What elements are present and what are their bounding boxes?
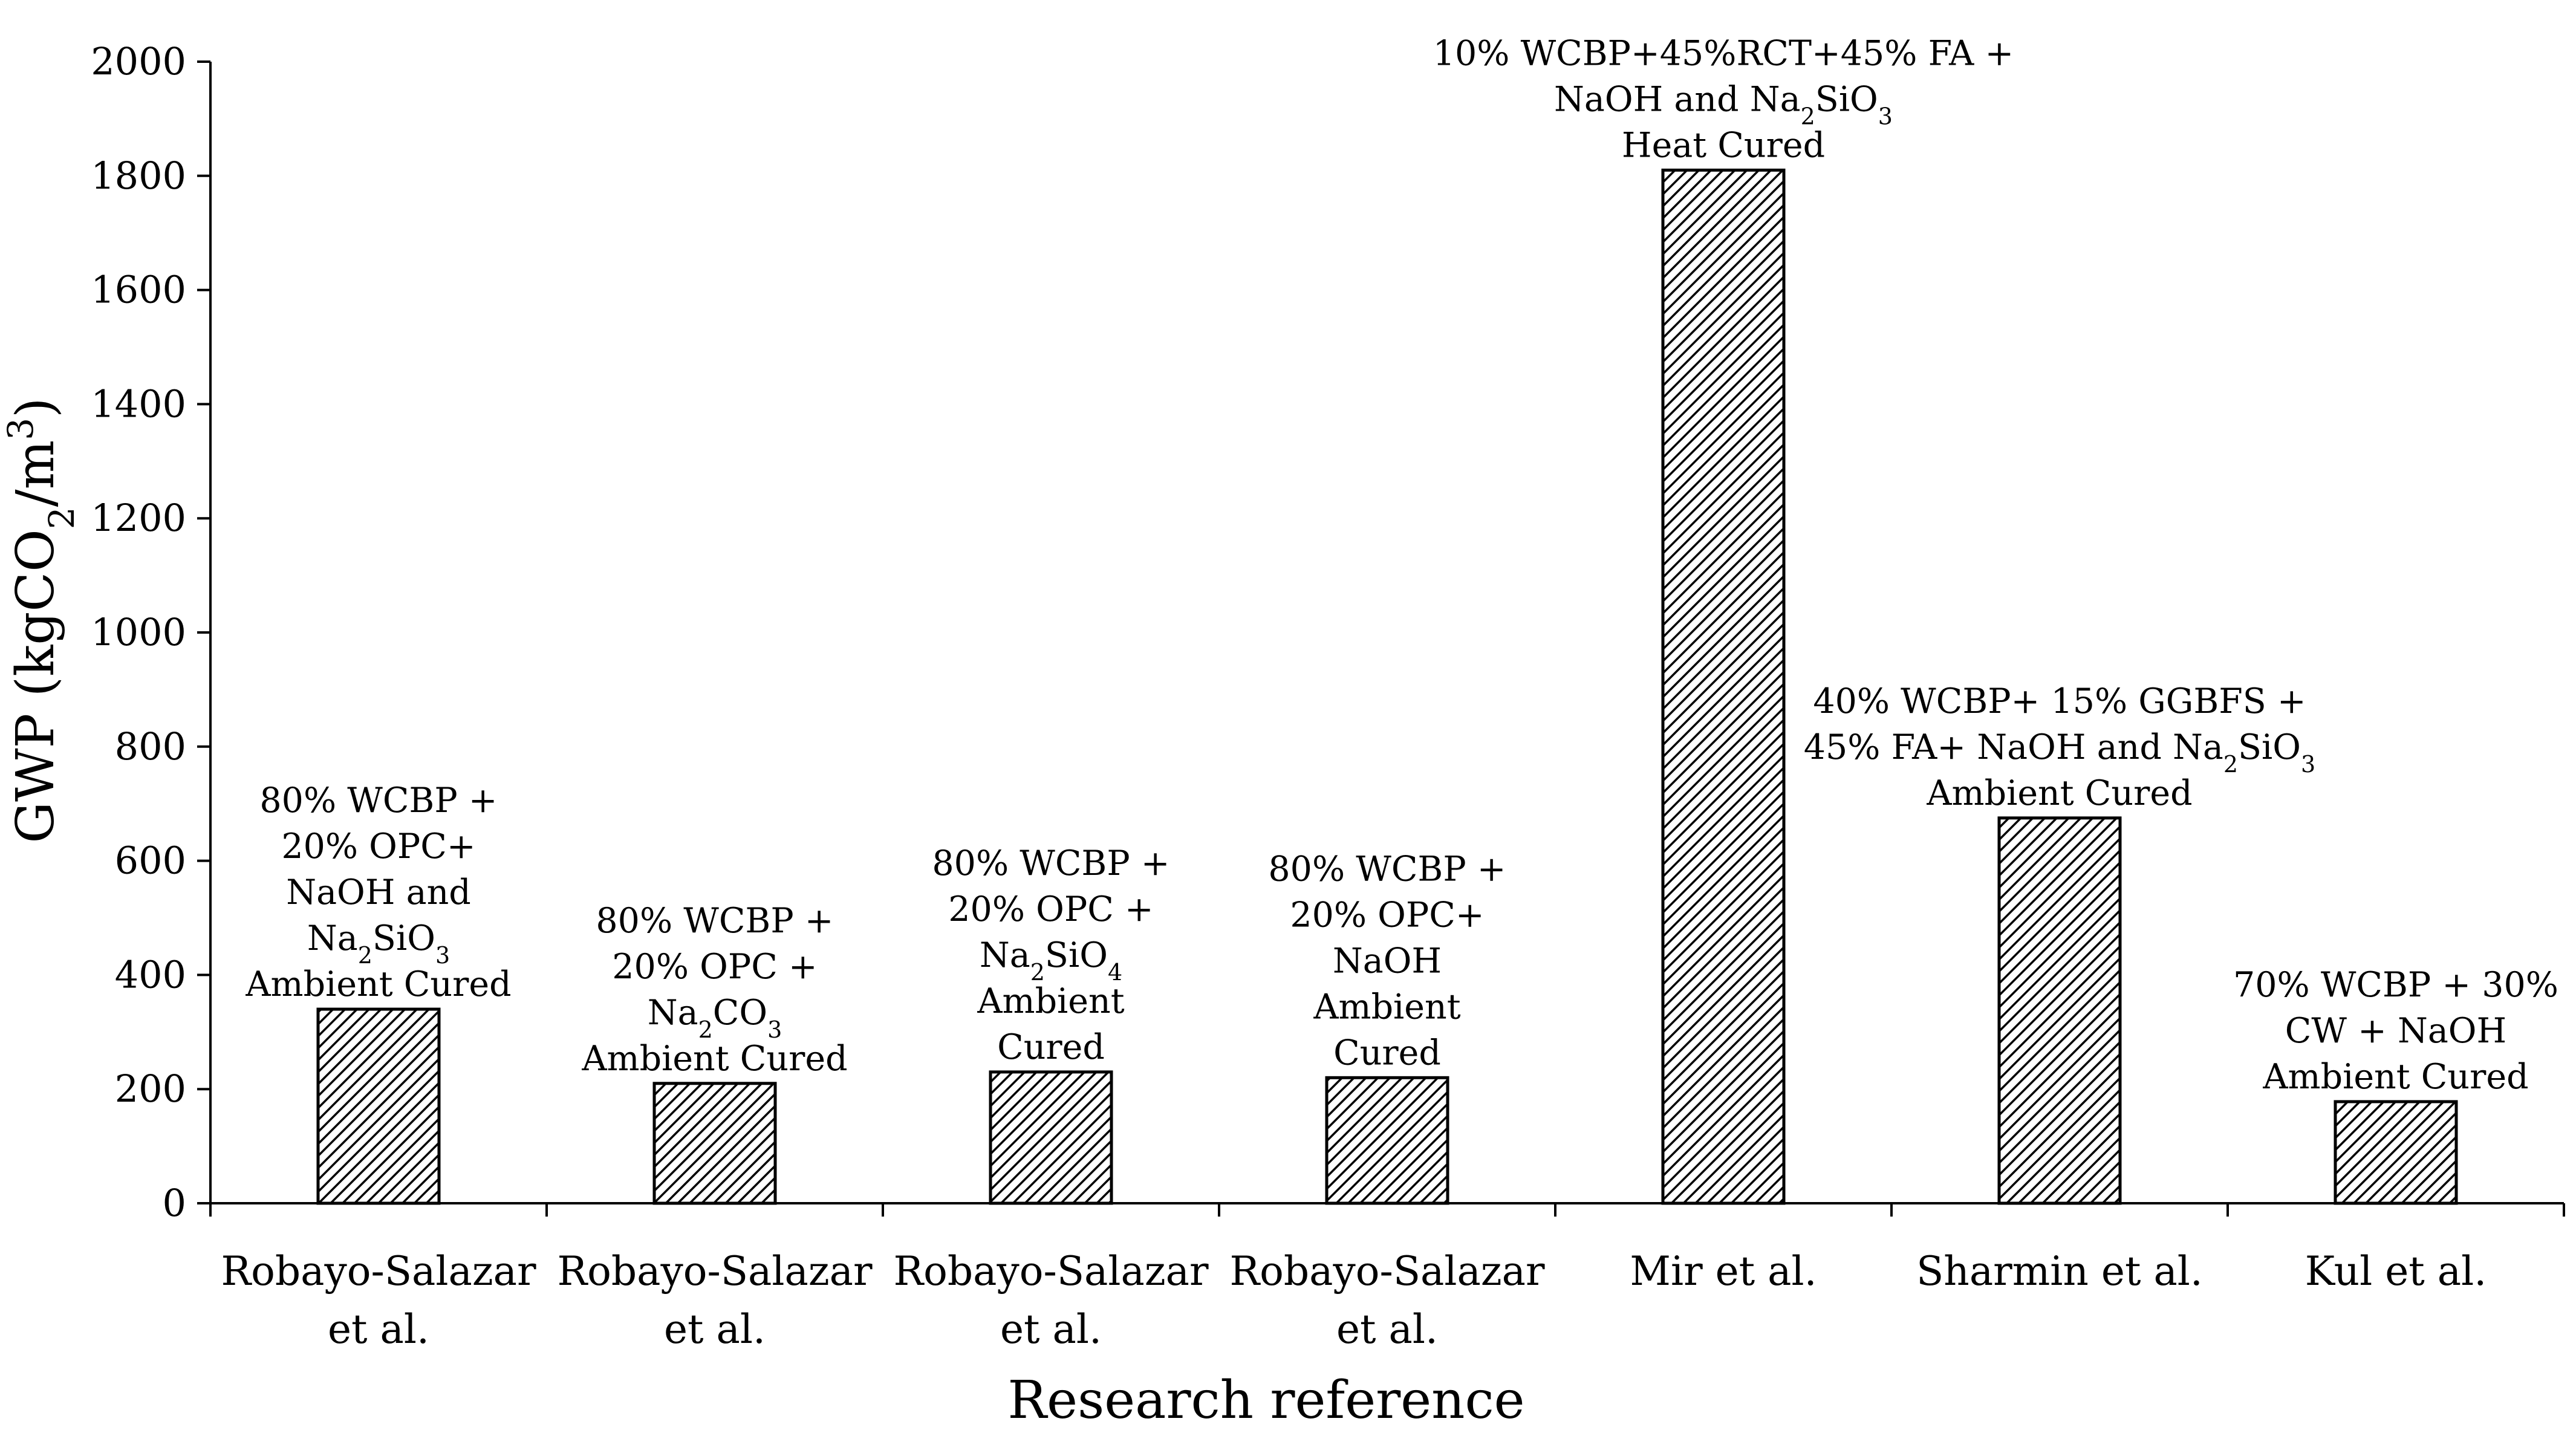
y-axis-title: GWP (kgCO2/m3) <box>0 397 82 843</box>
bar-annotation-line: Heat Cured <box>1622 125 1825 165</box>
bar-annotation-line: Na2CO3 <box>648 993 782 1043</box>
y-tick-label: 1000 <box>91 610 186 654</box>
bar-annotation-line: 80% WCBP + <box>1268 849 1506 889</box>
bar-annotation-line: Ambient <box>1313 987 1460 1027</box>
bar-annotation-line: Cured <box>1333 1033 1441 1073</box>
y-tick-label: 1400 <box>91 382 186 426</box>
bar-annotation-line: 20% OPC+ <box>1290 895 1484 935</box>
y-tick-label: 800 <box>115 724 186 769</box>
y-tick-label: 600 <box>115 839 186 883</box>
bar-annotation-line: 80% WCBP + <box>259 781 497 821</box>
y-tick-label: 1800 <box>91 154 186 198</box>
bar-annotation-line: 20% OPC + <box>948 889 1153 929</box>
x-category-label: Robayo-Salazar et al. <box>893 1248 1208 1353</box>
y-tick-label: 1200 <box>91 496 186 540</box>
bar-annotation-line: 10% WCBP+45%RCT+45% FA + <box>1433 33 2014 73</box>
labels-layer: 0 200 400 600 800 1000 1200 1400 1600 1800 2000 Rob… <box>0 33 2558 1430</box>
bars-layer <box>316 168 2458 1205</box>
bar-annotation-line: Ambient Cured <box>2262 1057 2528 1097</box>
bar-annotation-line: 40% WCBP+ 15% GGBFS + <box>1813 681 2306 721</box>
x-category-label: Robayo-Salazar et al. <box>1229 1248 1544 1353</box>
x-category-label: Sharmin et al. <box>1916 1248 2203 1295</box>
bar-annotation-line: Ambient Cured <box>245 964 511 1004</box>
bar <box>652 1082 777 1205</box>
x-category-label: Robayo-Salazar et al. <box>557 1248 872 1353</box>
x-category-label: Kul et al. <box>2305 1248 2487 1295</box>
bar <box>1325 1076 1449 1205</box>
y-tick-label: 0 <box>163 1181 186 1225</box>
bar-annotation-line: NaOH <box>1333 941 1442 981</box>
x-category-label: Mir et al. <box>1630 1248 1817 1295</box>
bar-annotation-line: Cured <box>997 1027 1105 1067</box>
bar-annotation-line: Ambient Cured <box>581 1039 847 1079</box>
bar <box>1997 816 2122 1205</box>
y-tick-label: 2000 <box>91 39 186 83</box>
bar-annotation-line: NaOH and Na2SiO3 <box>1554 79 1893 129</box>
bar-annotation-line: Na2SiO3 <box>307 918 450 969</box>
bar-annotation-line: 45% FA+ NaOH and Na2SiO3 <box>1804 727 2315 778</box>
bar <box>316 1007 441 1205</box>
bar-annotation-line: Na2SiO4 <box>980 935 1122 986</box>
bar <box>1661 168 1786 1205</box>
bar <box>2334 1100 2458 1205</box>
bar-annotation-line: 80% WCBP + <box>596 901 833 941</box>
bar-annotation-line: 20% OPC+ <box>281 827 475 866</box>
y-tick-label: 200 <box>115 1067 186 1111</box>
y-tick-label: 400 <box>115 952 186 996</box>
bar-annotation-line: 20% OPC + <box>612 947 817 987</box>
bar <box>989 1070 1113 1205</box>
bar-annotation-line: 80% WCBP + <box>932 843 1169 883</box>
bar-annotation-line: Ambient <box>977 981 1124 1021</box>
axes-layer <box>197 60 2565 1217</box>
x-category-label: Robayo-Salazar et al. <box>221 1248 536 1353</box>
bar-annotation-line: NaOH and <box>286 873 471 912</box>
bar-annotation-line: Ambient Cured <box>1926 773 2192 813</box>
y-tick-label: 1600 <box>91 268 186 312</box>
bar-annotation-line: 70% WCBP + 30% <box>2233 965 2558 1005</box>
x-axis-title: Research reference <box>1007 1370 1524 1430</box>
bar-annotation-line: CW + NaOH <box>2285 1011 2507 1051</box>
